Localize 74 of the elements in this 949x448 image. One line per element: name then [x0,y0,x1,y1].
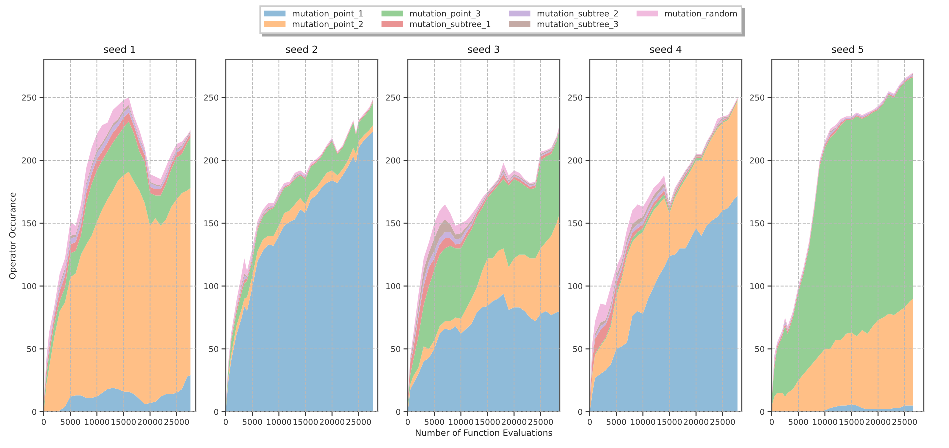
x-tick-label: 25000 [710,419,736,426]
y-tick-label: 150 [204,220,219,227]
y-tick-label: 100 [204,283,219,290]
x-tick-label: 20000 [320,419,345,426]
y-tick-label: 150 [568,220,583,227]
y-tick-label: 0 [396,409,401,416]
x-tick-label: 20000 [138,419,163,426]
y-tick-label: 250 [204,94,219,101]
y-tick-label: 200 [750,158,765,164]
y-tick-label: 0 [214,409,219,416]
x-tick-label: 0 [770,419,774,426]
y-tick-label: 100 [386,283,401,290]
x-tick-label: 25000 [528,419,554,426]
x-tick-label: 15000 [294,419,318,426]
legend-label: mutation_subtree_2 [538,10,618,19]
y-tick-label: 250 [750,94,765,101]
y-tick-label: 0 [760,409,765,416]
x-tick-label: 15000 [840,419,864,426]
y-tick-label: 250 [22,94,37,101]
legend-label: mutation_subtree_3 [538,21,618,30]
x-tick-label: 20000 [866,419,891,426]
y-tick-label: 100 [22,283,37,290]
y-tick-label: 0 [32,409,37,416]
y-tick-label: 100 [750,283,765,290]
x-tick-label: 5000 [60,419,80,426]
x-tick-label: 0 [42,419,46,426]
chart-title: seed 1 [104,46,136,54]
legend-label: mutation_point_2 [293,21,363,30]
x-tick-label: 25000 [892,419,918,426]
y-tick-label: 50 [755,346,765,352]
x-tick-label: 20000 [684,419,709,426]
x-tick-label: 10000 [449,419,474,426]
x-tick-label: 0 [406,419,410,426]
x-tick-label: 5000 [242,419,262,426]
x-tick-label: 10000 [85,419,110,426]
x-tick-label: 15000 [476,419,500,426]
y-tick-label: 100 [568,283,583,290]
x-tick-label: 10000 [631,419,656,426]
y-tick-label: 50 [27,346,37,352]
y-tick-label: 50 [209,346,219,352]
y-tick-label: 250 [386,94,401,101]
x-tick-label: 15000 [112,419,136,426]
chart-title: seed 5 [832,46,864,54]
y-tick-label: 200 [568,158,583,164]
y-tick-label: 50 [391,346,401,352]
chart-title: seed 3 [468,46,500,54]
chart-title: seed 4 [650,46,682,54]
y-tick-label: 200 [204,158,219,164]
legend-label: mutation_point_1 [293,10,363,19]
x-tick-label: 25000 [346,419,372,426]
y-tick-label: 200 [22,158,37,164]
x-tick-label: 15000 [658,419,682,426]
y-tick-label: 150 [750,220,765,227]
y-axis-title: Operator Occurance [9,192,18,280]
x-axis-title: Number of Function Evaluations [416,430,552,436]
legend-label: mutation_point_3 [410,10,480,19]
x-tick-label: 10000 [267,419,292,426]
x-tick-label: 20000 [502,419,527,426]
x-tick-label: 5000 [424,419,444,426]
y-tick-label: 250 [568,94,583,101]
x-tick-label: 0 [588,419,592,426]
legend-label: mutation_subtree_1 [410,21,491,30]
y-tick-label: 150 [386,220,401,227]
y-tick-label: 50 [573,346,583,352]
x-tick-label: 0 [224,419,228,426]
y-tick-label: 0 [578,409,583,416]
y-tick-label: 150 [22,220,37,227]
x-tick-label: 10000 [813,419,838,426]
y-tick-label: 200 [386,158,401,164]
legend-label: mutation_random [665,10,737,19]
x-tick-label: 25000 [164,419,190,426]
x-tick-label: 5000 [606,419,626,426]
chart-title: seed 2 [286,46,318,54]
x-tick-label: 5000 [788,419,808,426]
